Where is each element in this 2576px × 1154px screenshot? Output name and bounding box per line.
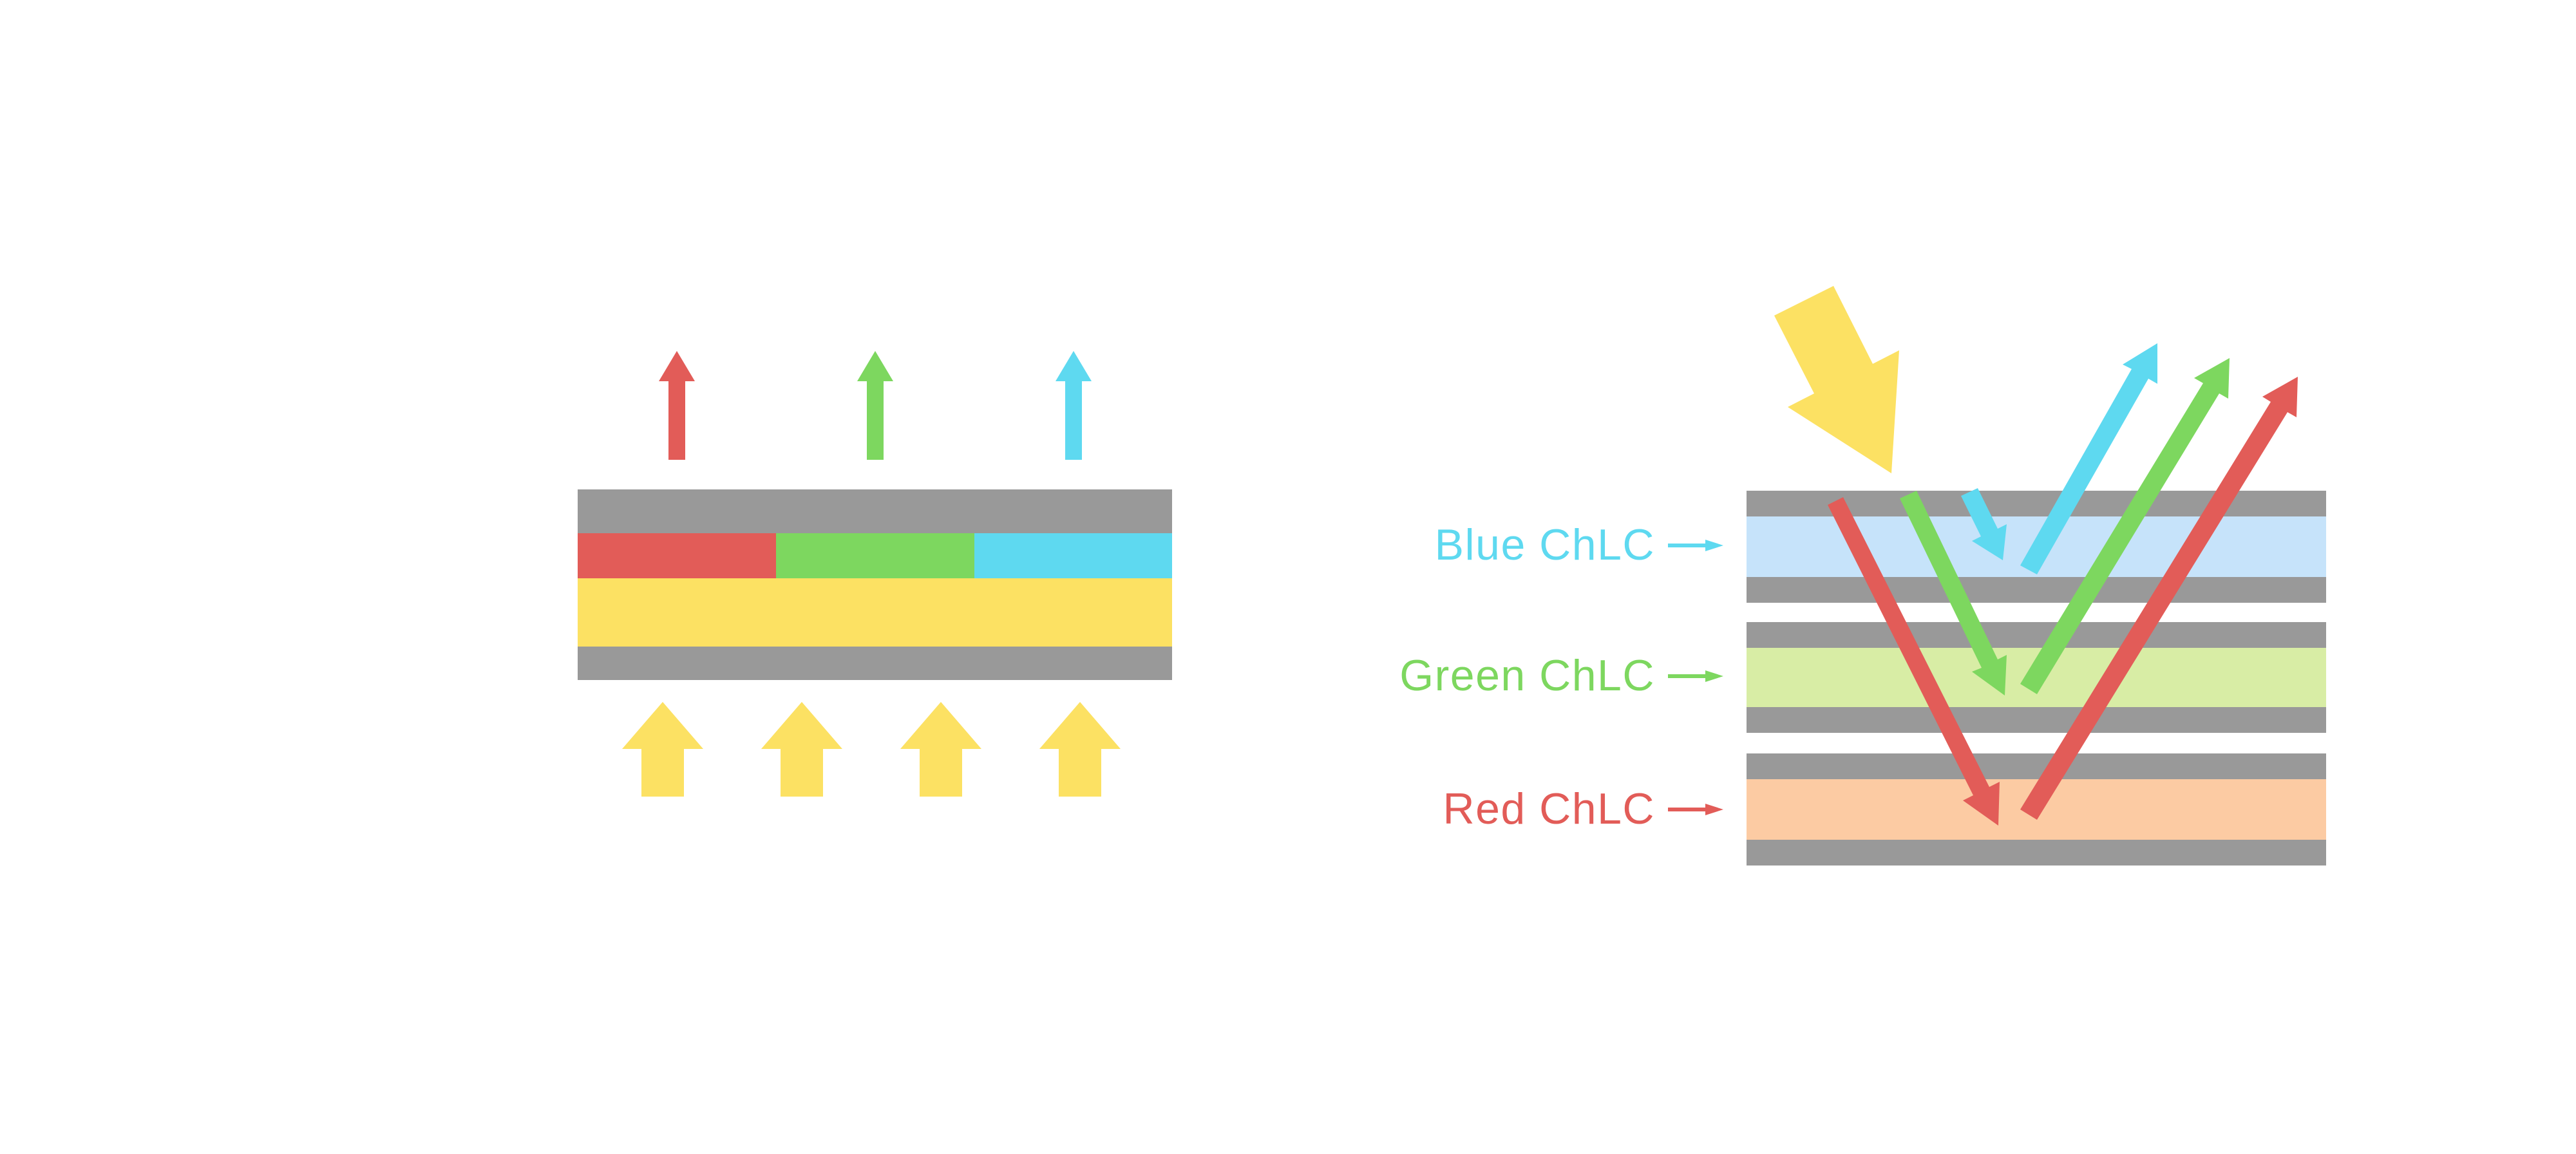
substrate-bar — [1747, 622, 2326, 648]
red-chlc-label: Red ChLC — [1443, 784, 1656, 833]
cyan-emitted-light-arrow-icon — [1056, 351, 1092, 460]
red-emitted-light-arrow-icon — [659, 351, 695, 460]
backlight-arrow-icon — [622, 702, 703, 797]
green-emitted-light-arrow-icon — [857, 351, 893, 460]
backlight-arrow-icon — [761, 702, 842, 797]
backlight-layer — [578, 578, 1172, 647]
left-diagram — [578, 351, 1172, 797]
red-label-arrow-icon — [1668, 804, 1723, 815]
red-reflected-arrow-icon — [2020, 377, 2298, 820]
backlight-arrow-icon — [1039, 702, 1121, 797]
green-label-arrow-icon — [1668, 670, 1723, 682]
green-down-arrow-icon — [1900, 491, 2007, 695]
green-reflected-arrow-icon — [2020, 358, 2230, 694]
green-filter-segment — [776, 533, 974, 578]
green-chlc-label: Green ChLC — [1399, 651, 1655, 700]
cyan-filter-segment — [974, 533, 1172, 578]
blue-chlc-label: Blue ChLC — [1435, 520, 1655, 569]
blue-label-arrow-icon — [1668, 540, 1723, 551]
backlight-arrow-icon — [900, 702, 981, 797]
red-filter-segment — [578, 533, 776, 578]
substrate-bar — [1747, 707, 2326, 733]
left-bottom-substrate-bar — [578, 647, 1172, 680]
substrate-bar — [1747, 753, 2326, 779]
substrate-bar — [1747, 577, 2326, 603]
red-down-arrow-icon — [1828, 497, 2000, 826]
left-top-substrate-bar — [578, 489, 1172, 533]
incident-light-arrow-icon — [1774, 286, 1899, 473]
blue-down-arrow-icon — [1961, 488, 2007, 560]
substrate-bar — [1747, 840, 2326, 866]
blue-reflected-arrow-icon — [2020, 343, 2157, 574]
right-diagram: Blue ChLC Green ChLC Red ChLC — [1399, 286, 2326, 866]
